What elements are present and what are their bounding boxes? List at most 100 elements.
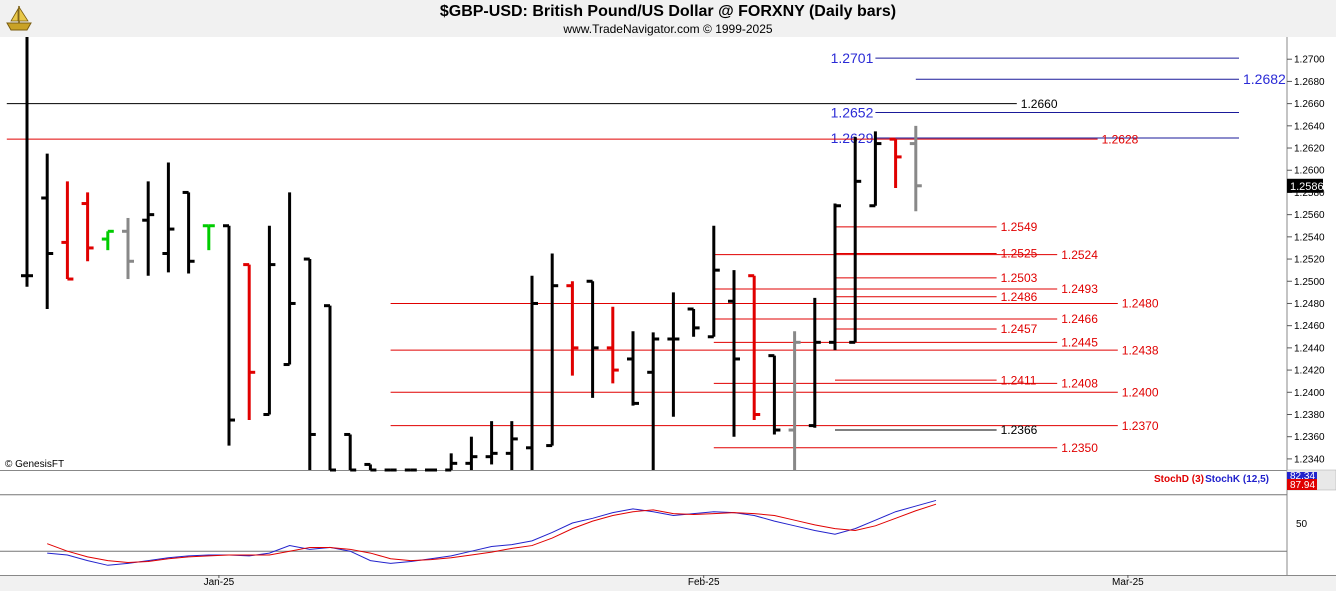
stochD-value-marker <box>1287 479 1317 490</box>
price-axis-label: 1.2560 <box>1294 210 1325 221</box>
price-level-label: 1.2660 <box>1021 97 1058 111</box>
price-axis-label: 1.2540 <box>1294 232 1325 243</box>
price-axis-label: 1.2340 <box>1294 454 1325 465</box>
watermark: © GenesisFT <box>5 459 64 470</box>
price-axis-label: 1.2700 <box>1294 55 1325 66</box>
time-axis-panel <box>0 576 1336 591</box>
ohlc-bar <box>647 332 660 470</box>
ohlc-bar <box>829 203 841 351</box>
stoch-legend-item: StochD (3) <box>1154 474 1204 485</box>
ohlc-bar <box>101 229 114 251</box>
price-panel <box>0 37 1287 470</box>
stoch-legend-item: StochK (12,5) <box>1205 474 1269 485</box>
ohlc-bar <box>889 137 902 188</box>
ohlc-bar <box>21 37 33 287</box>
ohlc-bar <box>122 217 134 280</box>
price-level-label: 1.2366 <box>1001 423 1038 437</box>
ohlc-bar <box>606 306 619 384</box>
ohlc-bar <box>768 354 781 435</box>
price-axis-label: 1.2620 <box>1294 144 1325 155</box>
price-level-label: 1.2466 <box>1061 312 1098 326</box>
time-axis-label: Mar-25 <box>1112 577 1144 588</box>
ohlc-bar <box>526 275 538 470</box>
ohlc-bar <box>707 225 720 339</box>
price-level-label: 1.2525 <box>1001 247 1038 261</box>
ohlc-bar <box>627 331 639 406</box>
price-axis-label: 1.2360 <box>1294 432 1325 443</box>
chart-header <box>0 0 1336 37</box>
price-level-label: 1.2682 <box>1243 71 1286 87</box>
ohlc-bar <box>849 136 862 344</box>
price-level-label: 1.2486 <box>1001 290 1038 304</box>
price-level-label: 1.2370 <box>1122 419 1159 433</box>
price-axis: 1.2700 1.2680 1.2660 1.2640 1.2620 1.2600 1.25… <box>1287 55 1325 465</box>
ohlc-bar <box>404 468 417 472</box>
price-axis-label: 1.2400 <box>1294 388 1325 399</box>
ohlc-bar <box>202 224 215 251</box>
ohlc-bar <box>808 297 821 428</box>
price-bars <box>21 37 922 472</box>
time-axis-label: Jan-25 <box>204 577 235 588</box>
ohlc-bar <box>667 292 680 417</box>
ohlc-bar <box>364 462 377 472</box>
ohlc-bar <box>586 279 599 398</box>
ohlc-bar <box>344 432 357 472</box>
price-axis-label: 1.2580 <box>1294 188 1325 199</box>
price-level-label: 1.2701 <box>831 50 874 66</box>
ohlc-bar <box>41 153 54 310</box>
price-axis-label: 1.2520 <box>1294 255 1325 266</box>
price-axis-label: 1.2600 <box>1294 166 1325 177</box>
ohlc-bar <box>505 421 518 470</box>
price-level-label: 1.2457 <box>1001 322 1038 336</box>
ship-logo-icon <box>6 5 32 31</box>
price-levels: 1.2701 1.2682 1.2660 1.2652 1.2629 1.2628 1.25… <box>6 50 1286 455</box>
price-axis-label: 1.2460 <box>1294 321 1325 332</box>
stochK-value-marker <box>1287 472 1317 480</box>
ohlc-bar <box>909 125 922 212</box>
ohlc-bar <box>384 468 397 472</box>
ohlc-bar <box>263 225 276 416</box>
stochD-value-label: 87.94 <box>1290 480 1315 491</box>
time-axis: Jan-25 Feb-25 Mar-25 <box>204 575 1144 588</box>
price-level-label: 1.2400 <box>1122 385 1159 399</box>
price-axis-label: 1.2640 <box>1294 121 1325 132</box>
price-level-label: 1.2493 <box>1061 282 1098 296</box>
ohlc-bar <box>162 162 175 273</box>
price-level-label: 1.2629 <box>831 130 874 146</box>
stoch-axis-label: 50 <box>1296 519 1308 530</box>
price-level-label: 1.2480 <box>1122 297 1159 311</box>
chart-subtitle: www.TradeNavigator.com © 1999-2025 <box>563 22 773 36</box>
ohlc-bar <box>223 224 235 446</box>
last-price-label: 1.2586 <box>1290 181 1324 193</box>
time-axis-label: Feb-25 <box>688 577 720 588</box>
price-level-label: 1.2438 <box>1122 343 1159 357</box>
ohlc-bar <box>324 304 336 472</box>
price-axis-label: 1.2480 <box>1294 299 1325 310</box>
stochD-line <box>47 503 937 563</box>
price-level-label: 1.2408 <box>1061 377 1098 391</box>
ohlc-bar <box>485 421 498 465</box>
chart-title: $GBP-USD: British Pound/US Dollar @ FORX… <box>439 3 897 20</box>
ohlc-bar <box>445 453 458 472</box>
price-level-label: 1.2411 <box>1001 373 1037 387</box>
price-level-label: 1.2652 <box>831 104 874 120</box>
ohlc-bar <box>728 270 740 437</box>
ohlc-bar <box>425 468 437 472</box>
price-level-label: 1.2549 <box>1001 220 1038 234</box>
ohlc-bar <box>283 192 296 367</box>
ohlc-bar <box>61 181 74 281</box>
stochK-value-label: 82.34 <box>1290 471 1315 482</box>
price-level-label: 1.2524 <box>1061 248 1098 262</box>
price-axis-label: 1.2380 <box>1294 410 1325 421</box>
ohlc-bar <box>81 192 94 262</box>
ohlc-bar <box>869 131 882 208</box>
ohlc-bar <box>546 253 559 448</box>
ohlc-bar <box>303 257 316 470</box>
price-axis-label: 1.2440 <box>1294 343 1325 354</box>
ohlc-bar <box>243 263 256 421</box>
ohlc-bar <box>142 181 155 276</box>
price-level-label: 1.2350 <box>1061 441 1098 455</box>
ohlc-bar <box>687 307 700 337</box>
